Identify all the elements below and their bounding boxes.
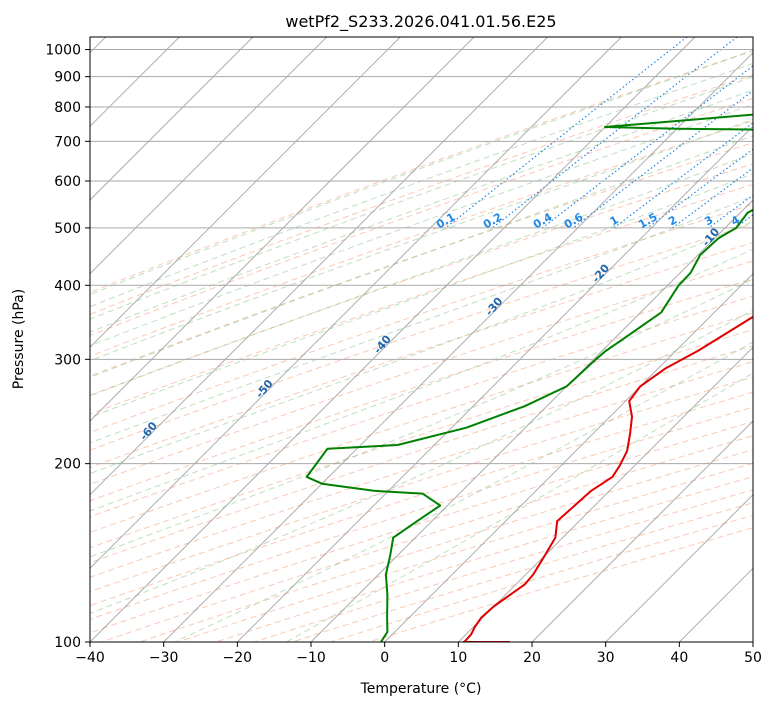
moist-adiabat-line [90, 173, 753, 418]
x-tick-label: 30 [597, 650, 615, 666]
dewpoint-profile-line [305, 113, 753, 642]
gridlines [90, 37, 753, 642]
dry-adiabat-line [368, 527, 753, 642]
moist-adiabat-line [90, 118, 753, 362]
x-tick-label: −30 [149, 650, 179, 666]
isotherm-line [678, 567, 753, 642]
dry-adiabat-label: -50 [253, 377, 276, 401]
dry-adiabat-label: -40 [371, 332, 394, 356]
dry-adiabat-label: -60 [137, 419, 160, 443]
mixing-ratio-line [445, 37, 688, 229]
dry-adiabat-line [90, 142, 753, 377]
x-axis-ticks: −40 −30 −20 −10 0 10 20 30 40 50 [75, 642, 762, 666]
isotherm-line [90, 37, 328, 275]
y-tick-label: 500 [54, 221, 81, 237]
series-lines [305, 113, 753, 642]
x-tick-label: 50 [744, 650, 762, 666]
dry-adiabat-line [90, 361, 753, 578]
x-tick-label: −20 [223, 650, 253, 666]
dry-adiabat-line [90, 74, 753, 315]
x-tick-label: 0 [380, 650, 389, 666]
moist-adiabat-line [90, 195, 753, 444]
mixing-ratio-line [542, 65, 753, 229]
isotherm-line [90, 37, 549, 496]
dry-adiabat-label: -20 [589, 261, 612, 285]
y-tick-label: 800 [54, 100, 81, 116]
dry-adiabat-line [90, 183, 753, 415]
mixing-ratio-label: 2 [666, 213, 679, 228]
mixing-ratio-line [734, 214, 753, 229]
y-tick-label: 100 [54, 635, 81, 651]
line-labels: 0.10.20.40.611.52346810131620253036-100-… [13, 210, 775, 493]
y-tick-label: 1000 [45, 43, 81, 59]
isotherm-line [90, 37, 475, 422]
dry-adiabat-line [90, 391, 753, 607]
mixing-ratio-label: 3 [702, 213, 715, 228]
dry-adiabat-line [90, 223, 753, 451]
isotherm-line [457, 346, 753, 642]
dry-adiabat-line [215, 476, 753, 642]
x-tick-label: 10 [449, 650, 467, 666]
mixing-ratio-line [572, 89, 753, 229]
dry-adiabat-line [90, 163, 753, 396]
moist-adiabat-line [90, 103, 753, 347]
dry-adiabat-label: -70 [13, 469, 36, 493]
mixing-ratio-line [613, 122, 753, 229]
x-tick-label: −40 [75, 650, 105, 666]
y-tick-label: 700 [54, 134, 81, 150]
dry-adiabat-line [177, 462, 753, 642]
moist-adiabat-line [90, 63, 753, 308]
isotherm-line [90, 37, 254, 201]
dry-adiabat-line [330, 514, 753, 642]
y-tick-label: 900 [54, 70, 81, 86]
isotherm-line [310, 199, 753, 642]
isotherm-line [236, 125, 753, 642]
dry-adiabat-line [90, 50, 753, 293]
y-axis-ticks: 100 200 300 400 500 600 700 800 900 1000 [45, 43, 90, 651]
y-tick-label: 600 [54, 174, 81, 190]
isotherm-line [163, 51, 753, 642]
x-axis-label: Temperature (°C) [360, 681, 482, 697]
x-tick-label: −10 [296, 650, 326, 666]
dry-adiabat-label: -10 [699, 225, 722, 249]
dry-adiabat-line [90, 278, 753, 502]
isotherm-line [605, 493, 753, 642]
temperature-profile-line [462, 315, 753, 642]
plot-frame [89, 36, 754, 643]
mixing-ratio-label: 6 [768, 213, 775, 228]
isotherm-line [752, 641, 753, 642]
isotherm-line [90, 37, 622, 570]
y-axis-label: Pressure (hPa) [11, 289, 27, 389]
isotherm-line [90, 37, 696, 642]
moist-adiabat-line [90, 153, 753, 397]
moist-adiabat-line [90, 135, 753, 378]
dry-adiabat-line [90, 312, 753, 533]
chart-title: wetPf2_S233.2026.041.01.56.E25 [285, 12, 556, 32]
isotherm-line [90, 37, 401, 349]
moist-adiabat-line [90, 76, 753, 320]
mixing-ratio-label: 1 [608, 213, 621, 228]
moist-adiabat-line [90, 50, 753, 296]
x-tick-label: 40 [670, 650, 688, 666]
isotherm-line [531, 420, 753, 642]
isotherm-line [384, 272, 753, 642]
x-tick-label: 20 [523, 650, 541, 666]
moist-adiabat-line [90, 220, 753, 475]
y-tick-label: 300 [54, 352, 81, 368]
moist-adiabat-line [90, 278, 753, 558]
dry-adiabat-line [90, 97, 753, 337]
mixing-ratio-line [672, 167, 753, 229]
y-tick-label: 400 [54, 278, 81, 294]
dry-adiabat-line [90, 329, 753, 549]
moist-adiabat-line [90, 89, 753, 333]
mixing-ratio-label: 4 [729, 213, 742, 228]
y-tick-label: 200 [54, 457, 81, 473]
